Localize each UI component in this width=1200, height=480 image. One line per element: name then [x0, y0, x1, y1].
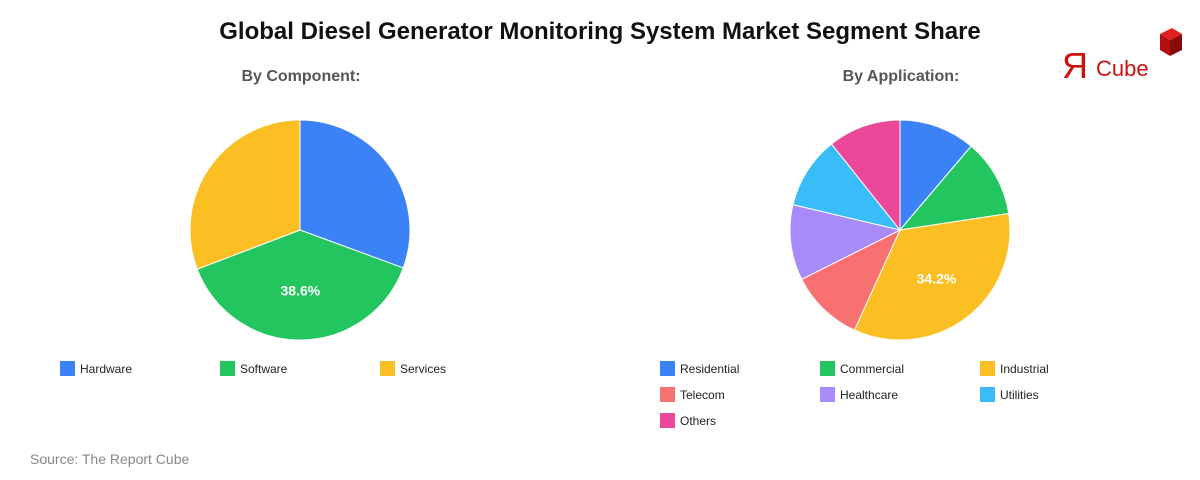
legend-label: Commercial — [840, 361, 905, 376]
logo-r: Я — [1062, 45, 1088, 86]
legend-swatch — [660, 361, 675, 376]
legend-item-others[interactable]: Others — [660, 413, 716, 428]
legend-item-services[interactable]: Services — [380, 361, 446, 376]
pie-slice-commercial[interactable] — [898, 145, 1010, 231]
legend-swatch — [980, 361, 995, 376]
legend-item-commercial[interactable]: Commercial — [820, 361, 904, 376]
legend-item-software[interactable]: Software — [220, 361, 287, 376]
legend-label: Others — [680, 413, 717, 428]
source-note: Source: The Report Cube — [30, 451, 190, 467]
component-pie-title: By Component: — [241, 68, 361, 85]
pie-slice-others[interactable] — [830, 119, 901, 232]
legend-swatch — [660, 413, 675, 428]
slice-label: 34.2% — [917, 270, 957, 286]
legend-swatch — [820, 387, 835, 402]
pie-slice-healthcare[interactable] — [789, 204, 902, 280]
application-pie-chart: 34.2% — [789, 119, 1011, 341]
legend-label: Healthcare — [840, 387, 899, 402]
legend-item-utilities[interactable]: Utilities — [980, 387, 1039, 402]
legend-swatch — [60, 361, 75, 376]
legend-item-telecom[interactable]: Telecom — [660, 387, 725, 402]
component-pie-chart: 38.6% — [189, 119, 411, 341]
logo-cube-text: Cube — [1096, 56, 1149, 81]
chart-title: Global Diesel Generator Monitoring Syste… — [219, 18, 981, 45]
legend-swatch — [220, 361, 235, 376]
pie-slice-telecom[interactable] — [801, 228, 902, 331]
legend-swatch — [820, 361, 835, 376]
slice-label: 38.6% — [281, 282, 321, 298]
legend-item-industrial[interactable]: Industrial — [980, 361, 1049, 376]
application-pie-title: By Application: — [842, 68, 960, 85]
pie-slice-residential[interactable] — [899, 119, 972, 232]
legend-label: Residential — [680, 361, 740, 376]
legend-label: Industrial — [1000, 361, 1049, 376]
report-cube-logo: Я Cube — [1062, 28, 1182, 86]
legend-label: Software — [240, 361, 288, 376]
pie-slice-software[interactable] — [196, 229, 404, 341]
legend-label: Telecom — [680, 387, 725, 402]
legend-item-hardware[interactable]: Hardware — [60, 361, 132, 376]
legend-item-healthcare[interactable]: Healthcare — [820, 387, 898, 402]
legend-label: Utilities — [1000, 387, 1039, 402]
legend-swatch — [660, 387, 675, 402]
pie-slice-services[interactable] — [189, 119, 301, 270]
legend-item-residential[interactable]: Residential — [660, 361, 739, 376]
legend-swatch — [380, 361, 395, 376]
pie-slice-hardware[interactable] — [299, 119, 411, 269]
legend-swatch — [980, 387, 995, 402]
pie-slice-utilities[interactable] — [792, 143, 902, 231]
legend-label: Hardware — [80, 361, 133, 376]
legend-label: Services — [400, 361, 447, 376]
